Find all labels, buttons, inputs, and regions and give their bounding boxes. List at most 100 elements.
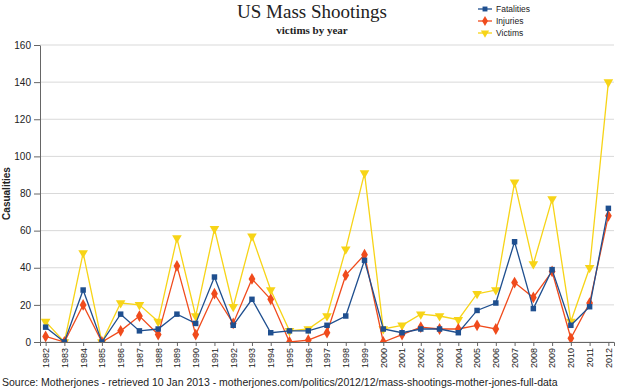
title: US Mass Shootings: [237, 1, 387, 22]
x-tick: 2007: [510, 342, 520, 368]
x-tick: 2011: [585, 342, 595, 367]
grid-line: [40, 230, 614, 231]
marker: [417, 321, 424, 333]
y-tick-label: 40: [20, 262, 32, 273]
marker: [456, 330, 461, 335]
x-tick: 1995: [285, 342, 295, 368]
marker: [416, 311, 426, 319]
x-tick: 2002: [416, 342, 426, 368]
x-tick-mark: [233, 342, 234, 346]
y-tick: 100: [14, 151, 40, 162]
x-tick-mark: [346, 342, 347, 346]
marker: [399, 329, 406, 341]
marker: [549, 267, 554, 272]
x-tick-label: 1991: [210, 348, 220, 368]
marker: [436, 323, 443, 335]
marker: [174, 311, 179, 316]
x-tick-mark: [515, 342, 516, 346]
marker: [492, 323, 499, 335]
grid-line: [40, 156, 614, 157]
marker: [529, 261, 539, 269]
x-tick-mark: [139, 342, 140, 346]
x-tick-label: 1985: [97, 348, 107, 368]
x-tick-mark: [458, 342, 459, 346]
x-tick: 2000: [379, 342, 389, 368]
x-tick-mark: [402, 342, 403, 346]
x-tick-label: 2008: [529, 348, 539, 368]
x-tick: 1999: [360, 342, 370, 368]
x-tick-mark: [196, 342, 197, 346]
x-tick-mark: [590, 342, 591, 346]
marker: [192, 329, 199, 341]
y-tick-label: 120: [14, 114, 31, 125]
marker: [418, 326, 423, 331]
line: [46, 208, 609, 342]
marker: [137, 328, 142, 333]
series: [42, 210, 612, 342]
legend: FatalitiesInjuriesVictims: [478, 4, 530, 38]
y-tick-label: 160: [14, 40, 31, 51]
y-tick-label: 0: [25, 337, 31, 348]
y-axis: 020406080100120140160: [14, 40, 40, 348]
x-axis-line: [41, 343, 615, 347]
x-tick-mark: [271, 342, 272, 346]
y-tick-mark: [34, 119, 40, 120]
x-tick: 1992: [229, 342, 239, 368]
legend-label: Fatalities: [496, 4, 530, 14]
x-tick-label: 1984: [79, 348, 89, 368]
marker: [249, 297, 254, 302]
marker: [568, 323, 573, 328]
x-tick: 1988: [154, 342, 164, 368]
x-tick-label: 2005: [472, 348, 482, 368]
x-tick: 1996: [304, 342, 314, 368]
marker: [324, 327, 331, 339]
marker: [399, 330, 404, 335]
x-tick: 2008: [529, 342, 539, 368]
x-tick-mark: [64, 342, 65, 346]
x-tick: 2005: [472, 342, 482, 368]
y-tick-mark: [34, 231, 40, 232]
x-tick: 1985: [97, 342, 107, 368]
x-tick-label: 2011: [585, 348, 595, 367]
y-tick-mark: [34, 194, 40, 195]
x-tick-mark: [158, 342, 159, 346]
marker: [380, 336, 387, 342]
marker: [343, 313, 348, 318]
x-tick-label: 2006: [491, 348, 501, 368]
subtitle: victims by year: [276, 24, 348, 36]
marker: [80, 299, 87, 311]
x-tick-label: 1990: [191, 348, 201, 368]
marker: [211, 288, 218, 300]
chart: US Mass Shootingsvictims by year02040608…: [0, 0, 624, 390]
x-tick-mark: [440, 342, 441, 346]
marker: [193, 321, 198, 326]
marker: [512, 239, 517, 244]
line: [46, 82, 609, 342]
x-tick-label: 1998: [341, 348, 351, 368]
marker: [228, 304, 238, 312]
x-tick: 1987: [135, 342, 145, 368]
plot: [41, 79, 613, 342]
legend-label: Injuries: [496, 16, 523, 26]
x-tick: 2010: [566, 342, 576, 368]
marker: [305, 334, 312, 342]
marker: [116, 300, 126, 308]
x-tick: 2004: [454, 342, 464, 368]
x-tick-label: 1982: [41, 348, 51, 368]
series: [41, 79, 613, 342]
x-tick-label: 2002: [416, 348, 426, 368]
marker: [78, 250, 88, 258]
x-tick-label: 2009: [547, 348, 557, 368]
y-tick: 80: [20, 188, 40, 199]
marker: [586, 297, 593, 309]
x-tick-mark: [252, 342, 253, 346]
x-tick: 1993: [247, 342, 257, 368]
x-tick: 1990: [191, 342, 201, 368]
y-tick-mark: [34, 305, 40, 306]
y-axis-line: [40, 46, 41, 343]
grid-line: [40, 45, 614, 46]
marker: [342, 269, 349, 281]
y-tick-mark: [34, 342, 40, 343]
marker: [437, 326, 442, 331]
x-tick-mark: [177, 342, 178, 346]
